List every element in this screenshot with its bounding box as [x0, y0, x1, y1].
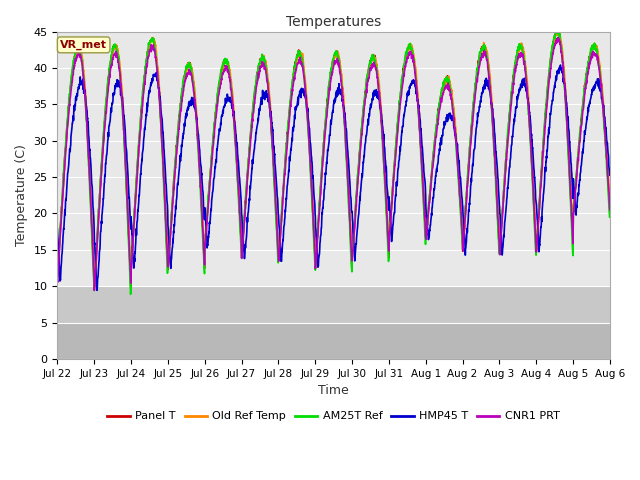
Y-axis label: Temperature (C): Temperature (C)	[15, 144, 28, 246]
Bar	[58, 286, 610, 359]
X-axis label: Time: Time	[318, 384, 349, 397]
Bar	[58, 323, 610, 359]
Title: Temperatures: Temperatures	[286, 15, 381, 29]
Legend: Panel T, Old Ref Temp, AM25T Ref, HMP45 T, CNR1 PRT: Panel T, Old Ref Temp, AM25T Ref, HMP45 …	[103, 407, 564, 426]
Text: VR_met: VR_met	[60, 40, 107, 50]
